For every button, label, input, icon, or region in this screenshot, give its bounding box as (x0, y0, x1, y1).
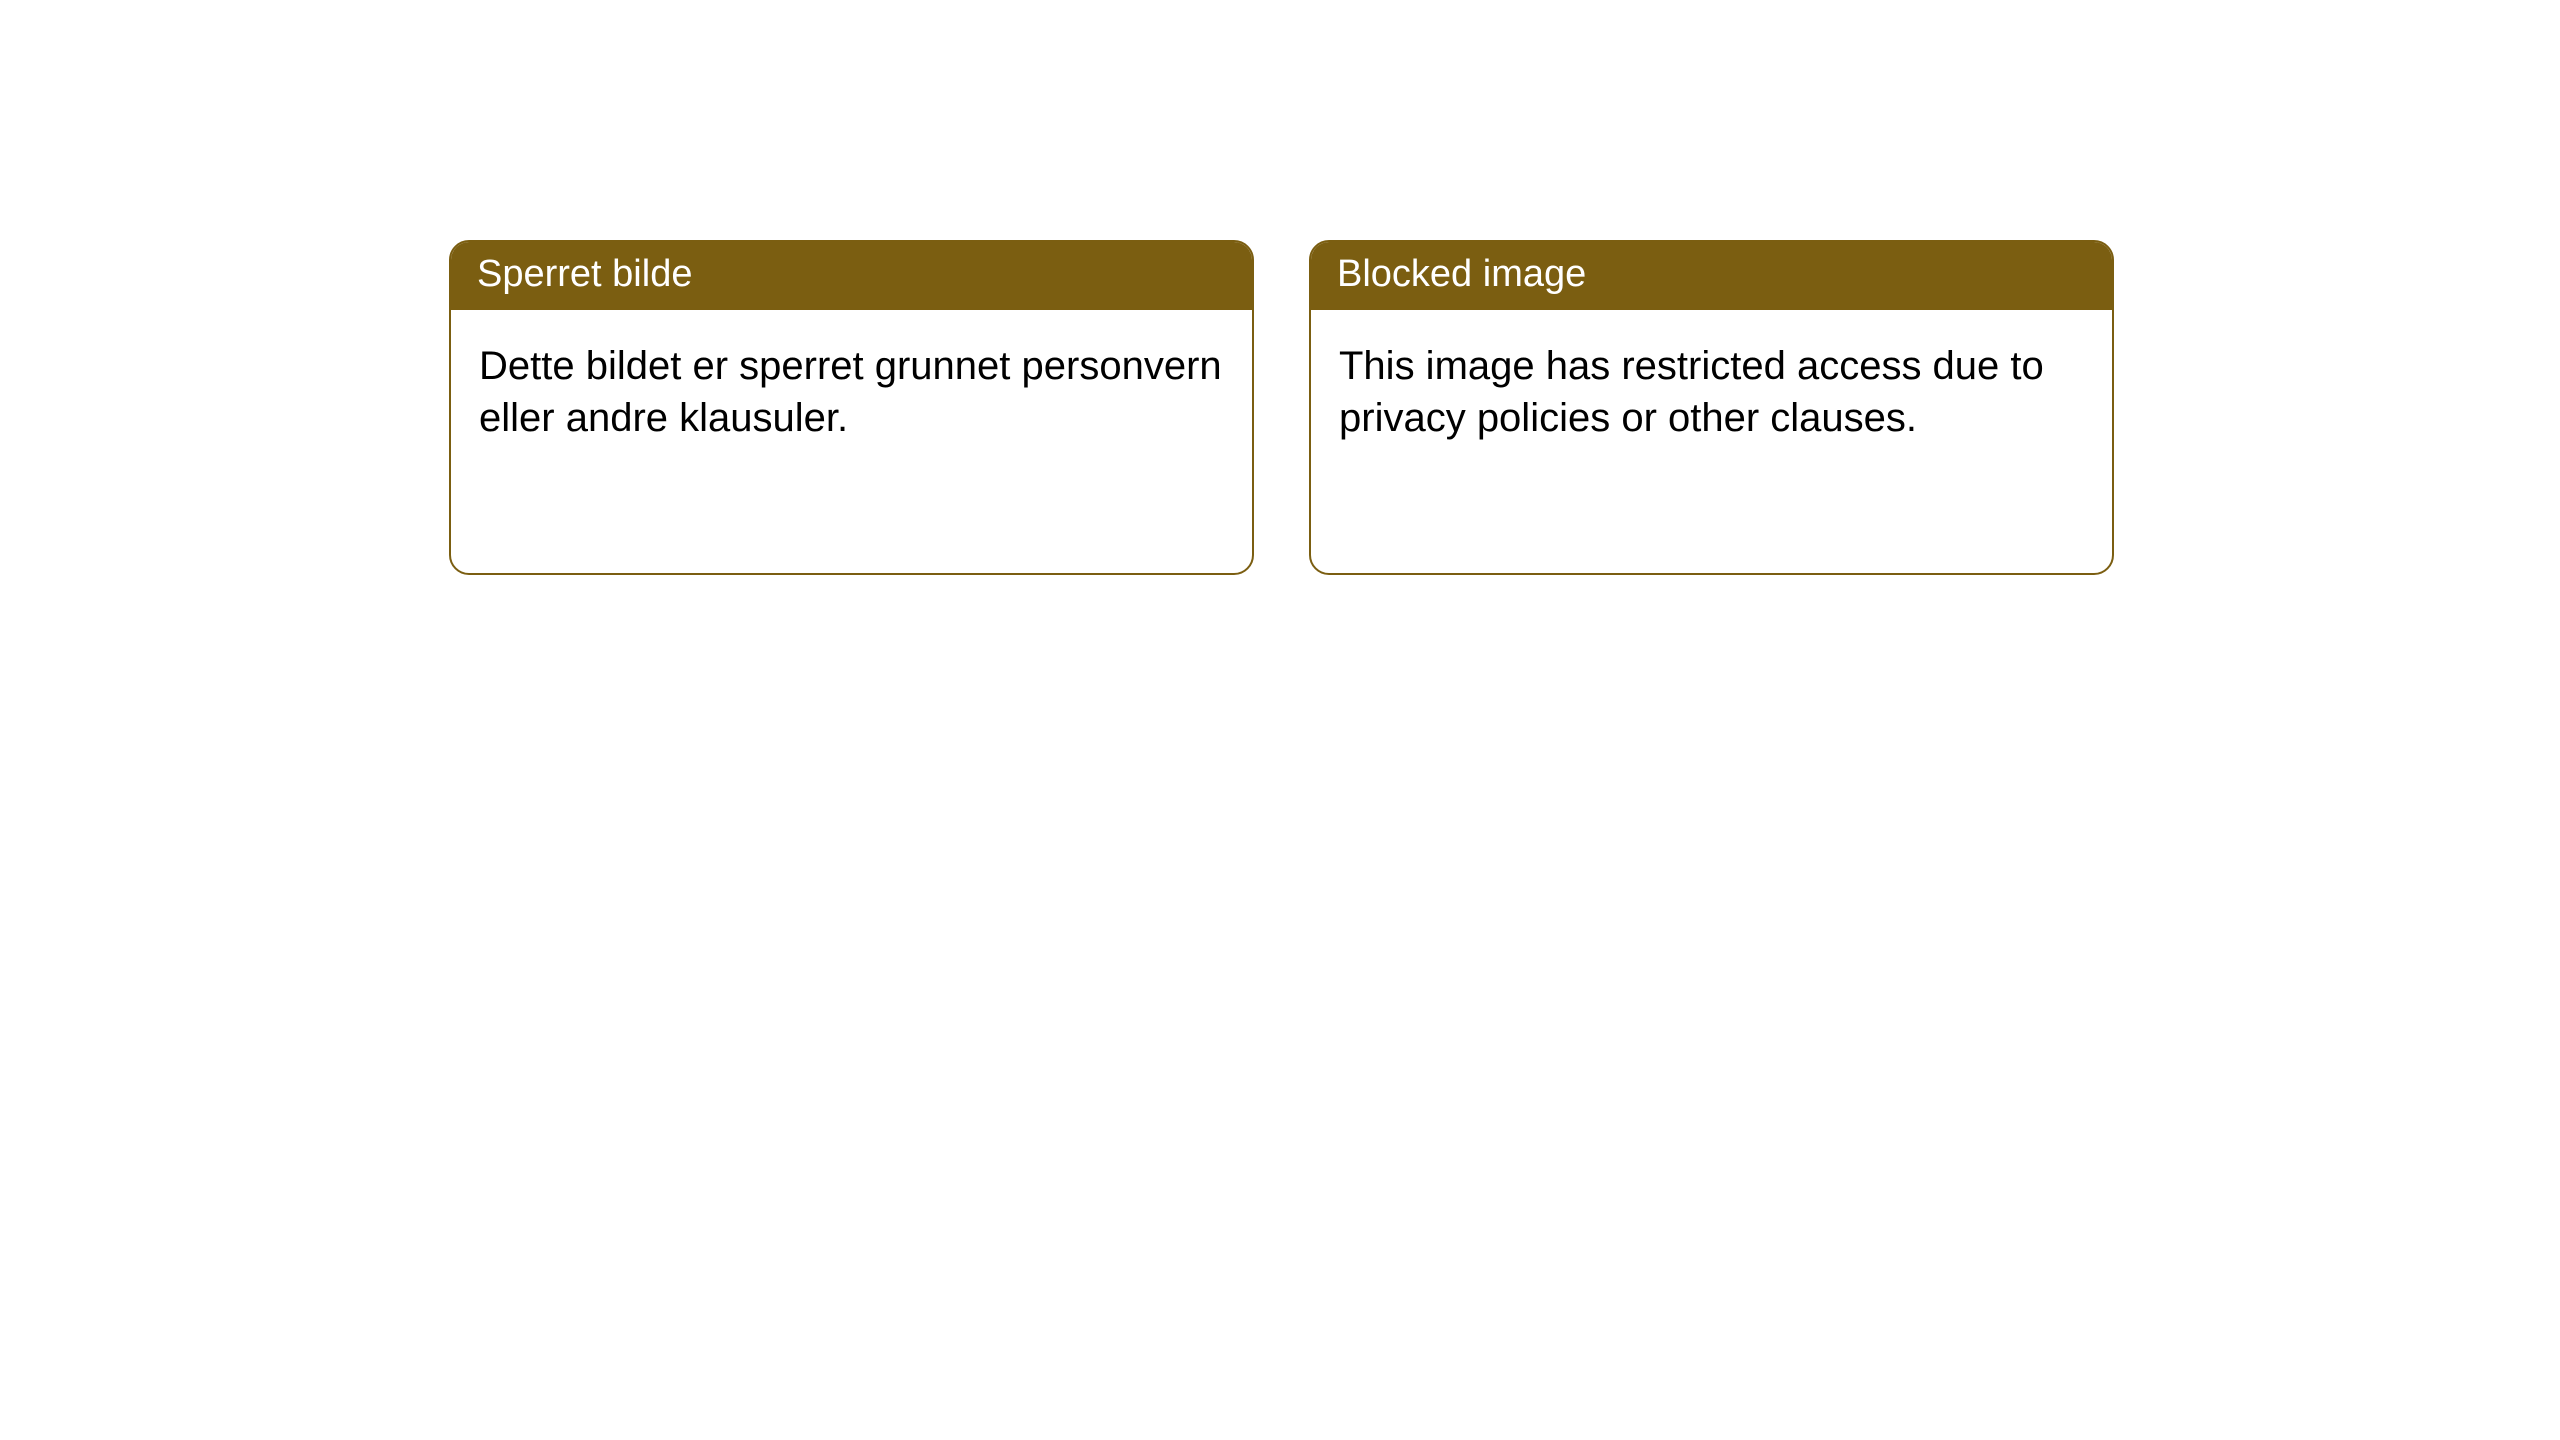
notice-body: This image has restricted access due to … (1311, 310, 2112, 474)
notice-container: Sperret bilde Dette bildet er sperret gr… (449, 240, 2114, 575)
notice-header: Sperret bilde (451, 242, 1252, 310)
notice-body: Dette bildet er sperret grunnet personve… (451, 310, 1252, 474)
notice-header: Blocked image (1311, 242, 2112, 310)
notice-card-english: Blocked image This image has restricted … (1309, 240, 2114, 575)
notice-card-norwegian: Sperret bilde Dette bildet er sperret gr… (449, 240, 1254, 575)
